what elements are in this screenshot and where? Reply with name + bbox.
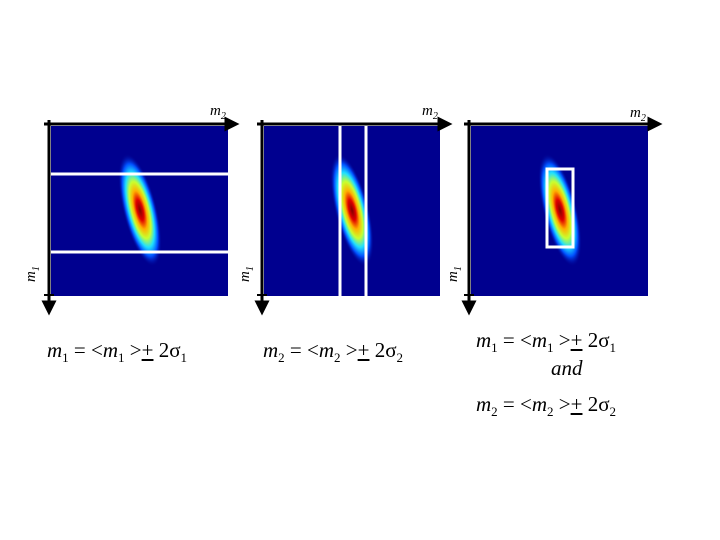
caption-panel-3-line-1: m1 = <m1 >+ 2σ1 [476,328,617,356]
caption-panel-3-and: and [551,356,583,380]
caption-panel-1: m1 = <m1 >+ 2σ1 [47,338,188,366]
x-axis-label-1: m2 [210,103,226,122]
caption-panel-2: m2 = <m2 >+ 2σ2 [263,338,404,366]
caption-panel-3-line-2: m2 = <m2 >+ 2σ2 [476,392,617,420]
y-axis-label-3: m1 [445,266,464,282]
x-axis-label-2: m2 [422,103,438,122]
heatmap-3-peak [538,153,582,267]
x-axis-label-3: m2 [630,105,646,124]
selection-box [545,167,575,249]
heatmap-1-peak [118,153,162,267]
